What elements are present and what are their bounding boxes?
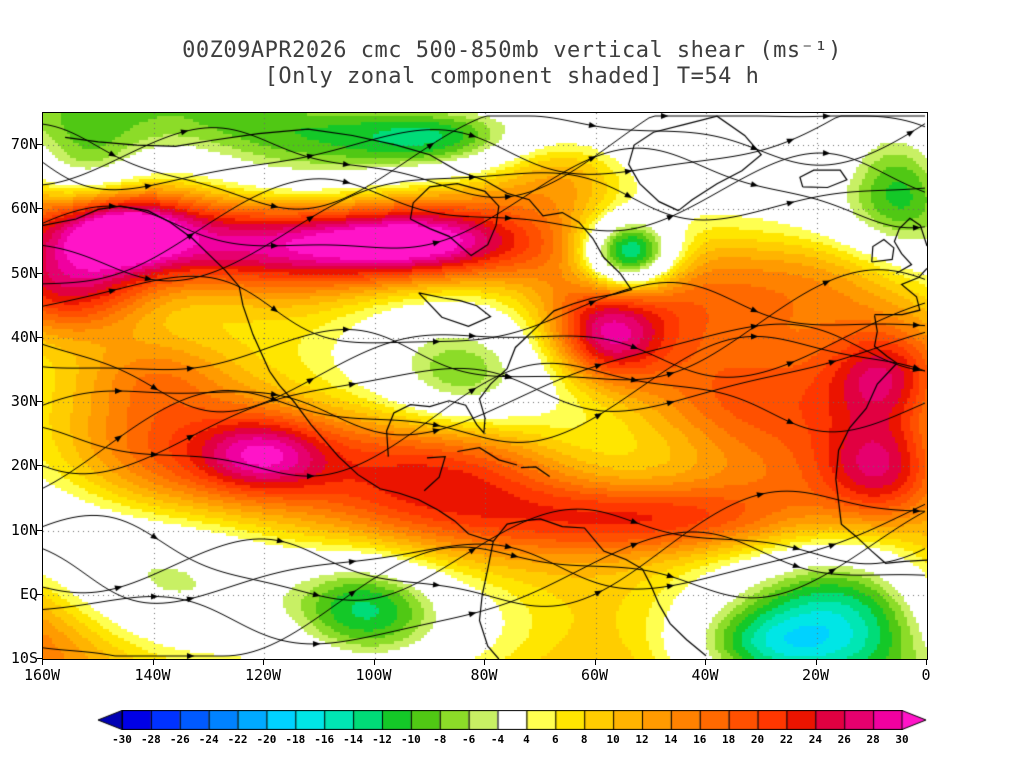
- x-axis-tick: [263, 660, 264, 665]
- colorbar: [97, 710, 927, 730]
- colorbar-label: 30: [895, 733, 909, 746]
- y-axis-tick: [37, 401, 42, 403]
- colorbar-label: 24: [808, 733, 822, 746]
- x-axis-label: 80W: [470, 666, 498, 684]
- colorbar-label: -22: [227, 733, 248, 746]
- y-axis-tick: [37, 272, 42, 274]
- x-axis-tick: [594, 660, 596, 665]
- colorbar-label: -4: [490, 733, 505, 746]
- colorbar-label: 26: [837, 733, 851, 746]
- shear-map-canvas: [43, 113, 927, 659]
- colorbar-label: 20: [750, 733, 765, 746]
- x-axis-tick: [926, 660, 927, 665]
- colorbar-label: 16: [693, 733, 707, 746]
- y-axis-tick: [37, 658, 42, 659]
- y-axis-tick: [37, 593, 42, 595]
- y-axis-tick: [37, 529, 42, 531]
- x-axis-tick: [815, 660, 817, 665]
- x-axis-label: 120W: [244, 666, 282, 684]
- x-axis-tick: [484, 660, 485, 665]
- x-axis-label: 40W: [691, 666, 719, 684]
- x-axis-tick: [373, 660, 375, 665]
- y-axis-tick: [37, 208, 42, 210]
- colorbar-label: -28: [140, 733, 161, 746]
- y-axis-label: 70N: [10, 135, 38, 154]
- x-axis-tick: [42, 660, 43, 665]
- chart-title: 00Z09APR2026 cmc 500-850mb vertical shea…: [182, 38, 842, 63]
- chart-subtitle: [Only zonal component shaded] T=54 h: [264, 64, 760, 89]
- y-axis-label: 30N: [10, 392, 38, 411]
- y-axis-tick: [37, 465, 42, 467]
- x-axis-label: 140W: [134, 666, 171, 684]
- colorbar-label: -10: [400, 733, 421, 746]
- colorbar-label: -20: [256, 733, 277, 746]
- colorbar-label: 28: [866, 733, 880, 746]
- colorbar-label: -14: [343, 733, 364, 746]
- colorbar-label: -18: [285, 733, 306, 746]
- colorbar-label: -16: [314, 733, 335, 746]
- colorbar-label: 4: [523, 733, 530, 746]
- y-axis-label: 50N: [10, 263, 38, 282]
- y-axis-tick: [37, 144, 42, 146]
- x-axis-label: 160W: [23, 666, 61, 684]
- y-axis-label: 20N: [10, 456, 38, 475]
- x-axis-tick: [152, 660, 154, 665]
- colorbar-label: 14: [664, 733, 678, 746]
- colorbar-label: 10: [606, 733, 620, 746]
- colorbar-label: 8: [580, 733, 588, 746]
- colorbar-label: -24: [198, 733, 219, 746]
- y-axis-label: EQ: [19, 584, 38, 603]
- y-axis-label: 60N: [10, 199, 38, 218]
- colorbar-label: 6: [552, 733, 559, 746]
- x-axis-label: 20W: [801, 666, 830, 684]
- colorbar-label: -26: [169, 733, 190, 746]
- x-axis-label: 100W: [355, 666, 392, 684]
- y-axis-label: 40N: [10, 327, 38, 346]
- colorbar-label: 18: [722, 733, 736, 746]
- colorbar-label: -8: [433, 733, 447, 746]
- map-frame: [42, 112, 928, 660]
- colorbar-label: -6: [462, 733, 476, 746]
- x-axis-label: 0: [921, 666, 931, 684]
- x-axis-tick: [705, 660, 706, 665]
- y-axis-tick: [37, 336, 42, 338]
- colorbar-label: 22: [779, 733, 794, 746]
- y-axis-label: 10N: [10, 520, 38, 539]
- colorbar-label: 12: [635, 733, 649, 746]
- colorbar-label: -30: [112, 733, 132, 746]
- x-axis-label: 60W: [580, 666, 609, 684]
- y-axis-label: 10S: [10, 649, 38, 667]
- colorbar-label: -12: [372, 733, 392, 746]
